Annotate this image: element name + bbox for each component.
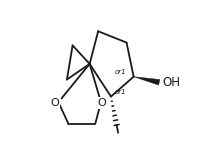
Text: or1: or1 bbox=[115, 89, 126, 95]
Text: OH: OH bbox=[163, 76, 181, 89]
Polygon shape bbox=[134, 77, 160, 85]
Text: O: O bbox=[50, 98, 59, 108]
Text: or1: or1 bbox=[115, 69, 126, 75]
Text: O: O bbox=[97, 98, 106, 108]
